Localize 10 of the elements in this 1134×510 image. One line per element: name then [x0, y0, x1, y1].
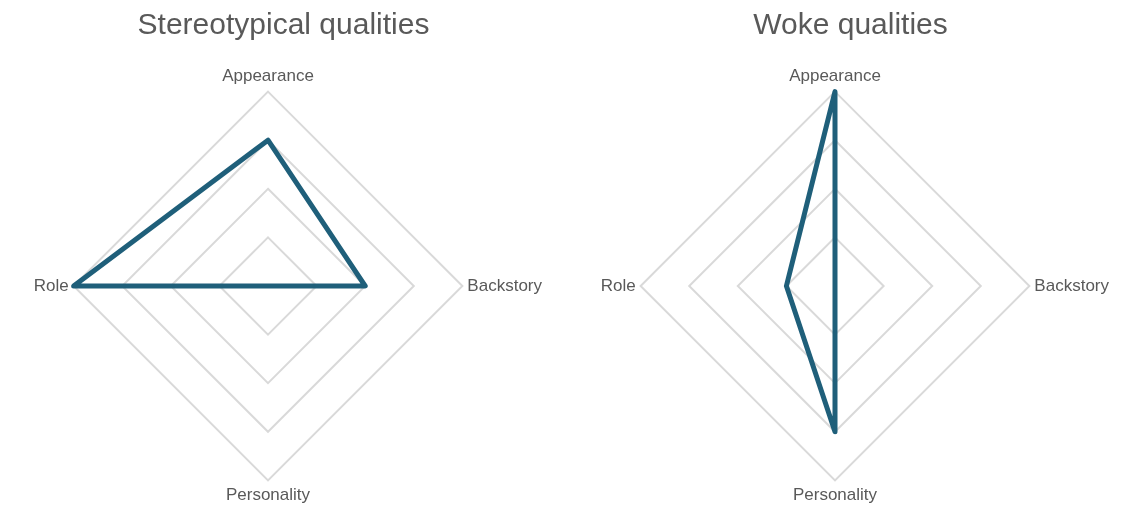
chart-title: Stereotypical qualities [137, 7, 430, 41]
spoke-label: Appearance [789, 66, 881, 86]
spoke-label: Role [33, 275, 69, 295]
spoke-label: Backstory [467, 275, 543, 295]
spoke-label: Personality [792, 485, 878, 505]
spoke-label: Role [600, 275, 636, 295]
spoke-label: Backstory [1034, 275, 1110, 295]
spoke-label: Appearance [222, 66, 314, 86]
spoke-label: Personality [225, 485, 311, 505]
chart-title: Woke qualities [753, 7, 948, 41]
